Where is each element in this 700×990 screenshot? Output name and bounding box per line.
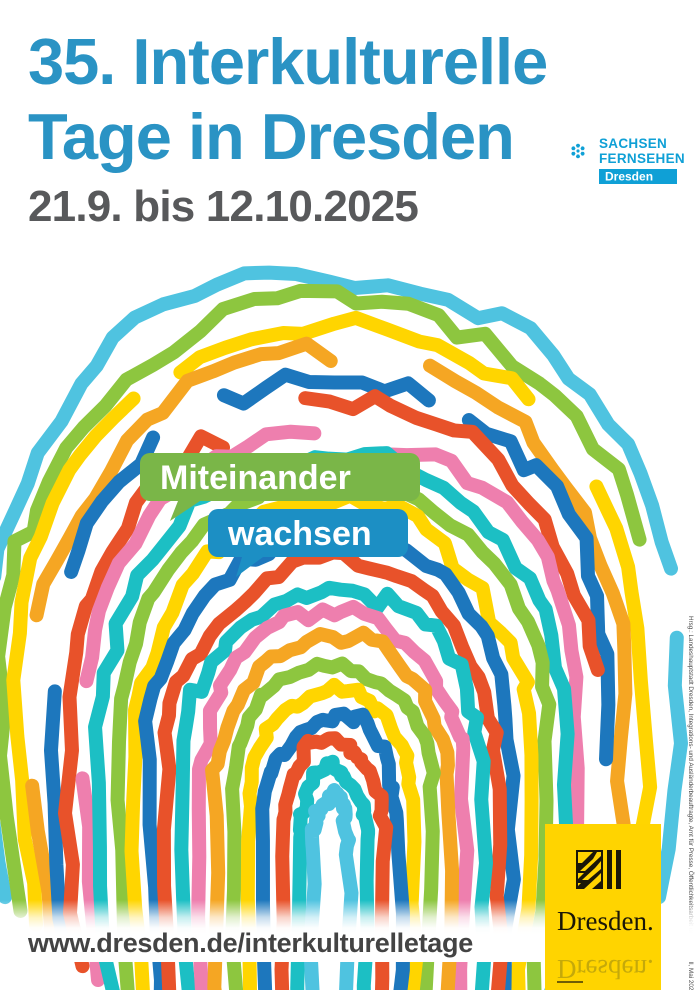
svg-text:wachsen: wachsen [227, 515, 372, 553]
svg-text:Miteinander: Miteinander [160, 459, 351, 497]
svg-text:Dresden.: Dresden. [557, 906, 654, 936]
svg-text:Dresden.: Dresden. [557, 954, 654, 984]
